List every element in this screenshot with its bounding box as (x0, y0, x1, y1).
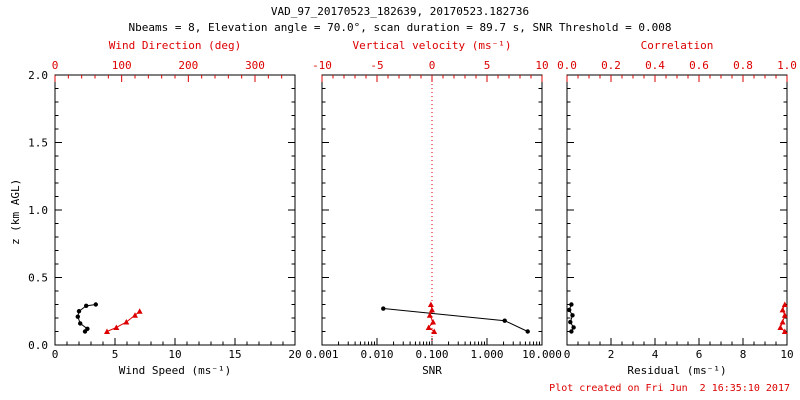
correlation-point (781, 312, 788, 318)
wind-direction-series (104, 308, 143, 334)
wind-speed-series (75, 302, 99, 334)
residual-series (567, 302, 576, 334)
snr-series (381, 306, 530, 334)
vertical-velocity-point (427, 301, 434, 307)
svg-text:8: 8 (740, 348, 747, 361)
wind-speed-point (82, 329, 88, 334)
svg-text:0: 0 (52, 348, 59, 361)
svg-text:200: 200 (178, 59, 198, 72)
svg-text:0.2: 0.2 (601, 59, 621, 72)
svg-text:10.000: 10.000 (522, 348, 562, 361)
wind-direction-axis-label: Wind Direction (deg) (108, 39, 242, 52)
wind-speed-point (76, 309, 82, 314)
svg-text:100: 100 (112, 59, 132, 72)
vertical-velocity-series (425, 301, 438, 334)
svg-text:10: 10 (168, 348, 181, 361)
svg-text:5: 5 (484, 59, 491, 72)
residual-point (568, 319, 573, 325)
svg-text:-5: -5 (370, 59, 383, 72)
svg-text:0.5: 0.5 (28, 272, 48, 285)
svg-text:1.000: 1.000 (470, 348, 503, 361)
wind-direction-point (113, 324, 120, 330)
wind-direction-point (104, 328, 110, 334)
residual-point (569, 302, 574, 307)
correlation-point (781, 328, 788, 334)
correlation-axis-label: Correlation (640, 39, 714, 52)
residual-point (570, 313, 575, 318)
svg-text:0.001: 0.001 (305, 348, 338, 361)
snr-point (525, 329, 530, 334)
residual-point (571, 325, 576, 330)
snr-point (381, 306, 386, 311)
vertical-velocity-axis-label: Vertical velocity (ms⁻¹) (352, 39, 512, 52)
correlation-point (779, 306, 786, 313)
svg-text:0: 0 (429, 59, 436, 72)
svg-text:15: 15 (228, 348, 241, 361)
svg-text:-10: -10 (312, 59, 332, 72)
plot-timestamp: Plot created on Fri Jun 2 16:35:10 2017 (549, 383, 790, 394)
svg-text:0.4: 0.4 (645, 59, 665, 72)
svg-text:2: 2 (608, 348, 615, 361)
correlation-point (779, 319, 786, 325)
wind-direction-point (123, 319, 130, 325)
wind-speed-axis-label: Wind Speed (ms⁻¹) (118, 364, 232, 377)
wind-speed-point (78, 321, 83, 326)
vertical-velocity-point (430, 319, 437, 325)
wind-speed-point (84, 303, 89, 309)
svg-text:0.010: 0.010 (360, 348, 393, 361)
correlation-point (777, 324, 784, 330)
svg-text:1.0: 1.0 (28, 204, 48, 217)
snr-panel: 0.001 0.010 0.100 1.000 10.000 -10 -5 0 5 10 (305, 59, 561, 361)
svg-text:0: 0 (52, 59, 59, 72)
svg-text:0.6: 0.6 (689, 59, 709, 72)
vertical-velocity-point (431, 328, 438, 334)
snr-point (502, 318, 507, 323)
wind-speed-point (75, 314, 81, 319)
correlation-point (781, 301, 788, 307)
residual-axis-label: Residual (ms⁻¹) (627, 364, 727, 377)
svg-text:4: 4 (652, 348, 659, 361)
vertical-velocity-point (426, 312, 433, 318)
svg-text:0: 0 (564, 348, 571, 361)
svg-text:0.100: 0.100 (415, 348, 448, 361)
svg-text:1.0: 1.0 (777, 59, 797, 72)
svg-text:0.0: 0.0 (28, 339, 48, 352)
svg-text:10: 10 (535, 59, 548, 72)
plot-subtitle: Nbeams = 8, Elevation angle = 70.0°, sca… (128, 21, 672, 34)
correlation-series (777, 301, 788, 334)
svg-text:2.0: 2.0 (28, 69, 48, 82)
vertical-velocity-point (425, 324, 432, 330)
wind-speed-point (93, 302, 99, 307)
svg-text:0.0: 0.0 (557, 59, 577, 72)
plot-title: VAD_97_20170523_182639, 20170523.182736 (270, 5, 530, 18)
svg-text:1.5: 1.5 (28, 137, 48, 150)
svg-text:20: 20 (288, 348, 301, 361)
wind-direction-point (132, 312, 138, 318)
residual-point (569, 329, 574, 334)
residual-point (567, 307, 572, 313)
wind-direction-point (136, 308, 143, 314)
svg-text:300: 300 (245, 59, 265, 72)
svg-text:5: 5 (112, 348, 119, 361)
residual-panel: 0 2 4 6 8 10 0.0 0.2 0.4 0.6 0.8 1.0 (557, 59, 797, 361)
vertical-velocity-point (429, 306, 435, 313)
svg-text:6: 6 (696, 348, 703, 361)
svg-text:10: 10 (780, 348, 793, 361)
svg-text:0.8: 0.8 (733, 59, 753, 72)
snr-axis-label: SNR (422, 364, 442, 377)
